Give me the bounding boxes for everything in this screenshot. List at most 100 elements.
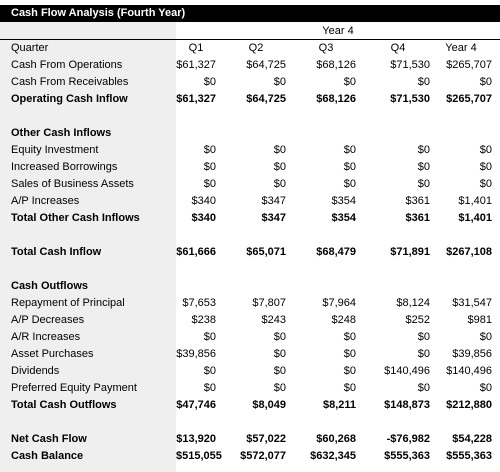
col-header-q3: Q3 [318,42,334,54]
cell-q1: $61,327 [176,59,216,71]
cell-q1: $7,653 [182,297,216,309]
cell-year4: $54,228 [452,433,492,445]
row-label: Equity Investment [11,144,99,156]
cell-q4: $555,363 [384,450,430,462]
cell-q1: $61,327 [176,93,216,105]
quarter-label: Quarter [11,42,49,54]
row-label: A/R Increases [11,331,81,343]
cell-q3: $8,211 [322,399,356,411]
table-row: Increased Borrowings $0 $0 $0 $0 $0 [0,159,500,176]
table-row: A/R Increases $0 $0 $0 $0 $0 [0,329,500,346]
cell-q2: $65,071 [246,246,286,258]
cell-q2: $347 [261,195,286,207]
spacer-row [0,414,500,431]
cell-q3: $248 [331,314,356,326]
cell-q3: $0 [343,382,356,394]
col-header-year4: Year 4 [445,42,477,54]
cell-q3: $632,345 [310,450,356,462]
cell-q4: $0 [417,144,430,156]
cell-year4: $265,707 [446,59,492,71]
row-label: Total Cash Outflows [11,399,117,411]
cell-year4: $0 [479,76,492,88]
cell-q1: $340 [191,195,216,207]
row-label: Dividends [11,365,60,377]
cell-q1: $0 [203,331,216,343]
spacer-row [0,261,500,278]
cell-q4: $71,530 [390,59,430,71]
table-row: Asset Purchases $39,856 $0 $0 $0 $39,856 [0,346,500,363]
cell-q2: $7,807 [252,297,286,309]
table-row: Other Cash Inflows [0,125,500,142]
cell-year4: $0 [479,382,492,394]
cell-q1: $0 [203,365,216,377]
year-label: Year 4 [322,25,354,37]
label-column-shading [0,22,176,472]
cell-q3: $0 [343,161,356,173]
row-label: Cash Outflows [11,280,89,292]
table-row: Dividends $0 $0 $0 $140,496 $140,496 [0,363,500,380]
cell-q3: $0 [343,144,356,156]
cell-q4: $0 [417,382,430,394]
table-row: Cash From Operations $61,327 $64,725 $68,12… [0,57,500,74]
row-label: Total Cash Inflow [11,246,102,258]
cell-q4: $0 [417,178,430,190]
cell-q2: $0 [273,144,286,156]
row-label: Asset Purchases [11,348,94,360]
cell-q3: $68,126 [316,93,356,105]
table-row: Equity Investment $0 $0 $0 $0 $0 [0,142,500,159]
row-label: Other Cash Inflows [11,127,112,139]
cell-q4: $140,496 [384,365,430,377]
spacer-row [0,227,500,244]
row-label: Repayment of Principal [11,297,125,309]
sheet-title: Cash Flow Analysis (Fourth Year) [0,5,500,22]
cell-q3: $0 [343,348,356,360]
cell-q4: $148,873 [384,399,430,411]
cell-q2: $0 [273,365,286,377]
cell-q1: $47,746 [176,399,216,411]
cell-q1: $0 [203,144,216,156]
cell-q2: $0 [273,76,286,88]
header-row: Quarter Q1 Q2 Q3 Q4 Year 4 [0,40,500,57]
table-row: Cash From Receivables $0 $0 $0 $0 $0 [0,74,500,91]
cell-q1: $0 [203,178,216,190]
cell-year4: $265,707 [446,93,492,105]
cell-q3: $0 [343,178,356,190]
cell-q2: $0 [273,331,286,343]
table-row: A/P Decreases $238 $243 $248 $252 $981 [0,312,500,329]
cell-q4: $71,530 [390,93,430,105]
table-row: Operating Cash Inflow $61,327 $64,725 $68,1… [0,91,500,108]
row-label: Cash From Operations [11,59,123,71]
table-row: Total Other Cash Inflows $340 $347 $354 $361… [0,210,500,227]
col-header-q4: Q4 [390,42,406,54]
cell-year4: $267,108 [446,246,492,258]
cell-q3: $0 [343,76,356,88]
cell-q3: $60,268 [316,433,356,445]
row-label: Total Other Cash Inflows [11,212,140,224]
col-header-q1: Q1 [188,42,204,54]
table-row: Repayment of Principal $7,653 $7,807 $7,964… [0,295,500,312]
cell-q3: $7,964 [322,297,356,309]
row-label: Operating Cash Inflow [11,93,128,105]
spacer-row [0,108,500,125]
cell-q1: $0 [203,382,216,394]
table-row: A/P Increases $340 $347 $354 $361 $1,401 [0,193,500,210]
cell-q4: $0 [417,331,430,343]
cell-q3: $354 [331,195,356,207]
cell-q3: $68,479 [316,246,356,258]
cell-q2: $243 [261,314,286,326]
row-label: Increased Borrowings [11,161,118,173]
cell-q1: $13,920 [176,433,216,445]
cell-q1: $340 [191,212,216,224]
table-row: Total Cash Inflow $61,666 $65,071 $68,479 $7… [0,244,500,261]
row-label: Cash Balance [11,450,84,462]
cell-q2: $0 [273,161,286,173]
cell-year4: $1,401 [458,195,492,207]
table-row: Cash Balance $515,055 $572,077 $632,345 $555… [0,448,500,465]
cell-q4: $71,891 [390,246,430,258]
cell-q1: $39,856 [176,348,216,360]
cell-q1: $515,055 [176,450,222,462]
header-divider [0,39,500,40]
cell-q1: $0 [203,76,216,88]
cell-q4: $361 [405,195,430,207]
